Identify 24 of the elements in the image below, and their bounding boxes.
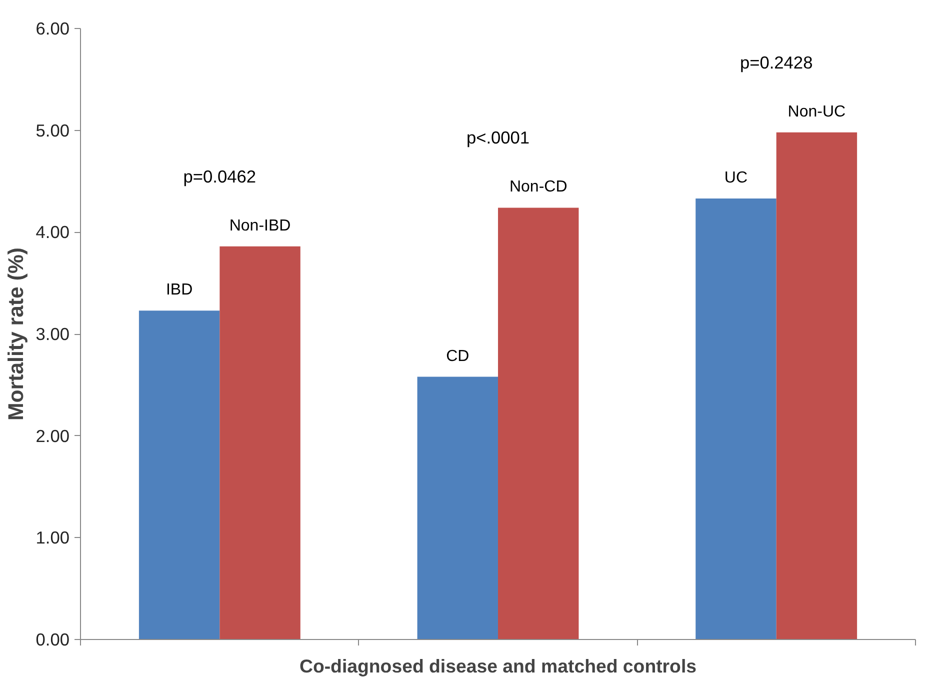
bar bbox=[696, 198, 776, 640]
y-axis-title: Mortality rate (%) bbox=[4, 247, 28, 421]
bar bbox=[138, 310, 220, 640]
y-tick-label: 0.00 bbox=[36, 630, 70, 650]
annotation: p=0.2428 bbox=[740, 52, 813, 72]
y-tick-label: 4.00 bbox=[36, 222, 70, 242]
y-tick-label: 6.00 bbox=[36, 18, 70, 38]
annotation: IBD bbox=[166, 282, 193, 299]
y-tick-label: 5.00 bbox=[36, 120, 70, 140]
annotation: p<.0001 bbox=[466, 128, 530, 148]
y-tick-label: 2.00 bbox=[36, 426, 70, 446]
y-tick-label: 3.00 bbox=[36, 324, 70, 344]
y-tick-label: 1.00 bbox=[36, 528, 70, 548]
bar bbox=[498, 208, 579, 640]
annotation: Non-UC bbox=[788, 103, 846, 120]
bar bbox=[417, 376, 498, 640]
annotation: Non-CD bbox=[509, 178, 568, 196]
bar bbox=[776, 132, 858, 640]
x-axis-title: Co-diagnosed disease and matched controls bbox=[299, 656, 697, 676]
annotation: p=0.0462 bbox=[183, 166, 256, 186]
annotation: CD bbox=[446, 348, 470, 365]
annotation: UC bbox=[724, 170, 748, 187]
annotation: Non-IBD bbox=[229, 217, 291, 234]
bar bbox=[220, 246, 300, 640]
